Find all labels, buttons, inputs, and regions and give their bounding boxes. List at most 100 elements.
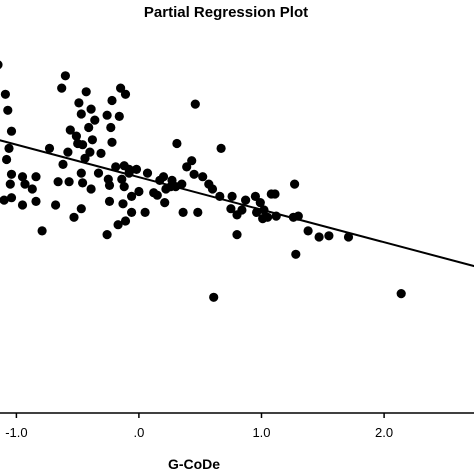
- data-point: [134, 186, 144, 197]
- data-point: [232, 210, 242, 220]
- x-tick-label: .0: [133, 425, 144, 440]
- data-point: [270, 189, 280, 199]
- x-tick-label: -1.0: [5, 425, 27, 440]
- data-point: [102, 230, 112, 240]
- data-point: [113, 220, 123, 230]
- data-point: [190, 99, 200, 109]
- data-point: [198, 172, 208, 182]
- data-point: [27, 184, 37, 194]
- x-tick-label: 1.0: [252, 425, 270, 440]
- data-point: [209, 292, 219, 302]
- data-point: [17, 172, 28, 182]
- data-point: [182, 162, 192, 172]
- x-tick-label: 2.0: [375, 425, 393, 440]
- data-point: [20, 179, 30, 189]
- data-point: [250, 191, 260, 201]
- data-point: [6, 169, 17, 179]
- data-point: [102, 110, 112, 120]
- data-point: [127, 207, 137, 217]
- data-point: [74, 98, 84, 108]
- data-point: [76, 168, 86, 178]
- data-point: [71, 131, 81, 141]
- data-point: [226, 204, 236, 214]
- data-point: [291, 249, 301, 259]
- data-point: [87, 135, 97, 145]
- data-point: [5, 179, 15, 189]
- data-point: [396, 289, 406, 299]
- data-point: [104, 196, 115, 206]
- data-point: [107, 95, 117, 106]
- data-point: [160, 198, 170, 208]
- data-point: [106, 122, 116, 133]
- data-point: [6, 126, 17, 136]
- data-point: [81, 87, 91, 97]
- data-point: [207, 184, 218, 194]
- data-point: [252, 207, 262, 217]
- data-point: [140, 207, 150, 217]
- x-axis-title: G-CoDe: [168, 456, 220, 472]
- data-point: [142, 168, 153, 178]
- data-point: [161, 184, 171, 194]
- data-point: [63, 147, 73, 157]
- data-point: [111, 162, 121, 172]
- regression-line-layer: [0, 139, 474, 268]
- data-point: [57, 83, 67, 93]
- data-point: [120, 216, 131, 226]
- data-point: [158, 172, 169, 182]
- data-point: [324, 231, 334, 241]
- data-point: [44, 143, 55, 153]
- chart-title: Partial Regression Plot: [144, 4, 308, 21]
- data-point: [172, 138, 182, 149]
- data-point: [114, 111, 124, 121]
- data-point: [31, 172, 41, 182]
- data-point: [263, 212, 273, 222]
- data-point: [78, 140, 88, 150]
- data-point: [6, 193, 17, 203]
- data-point: [0, 60, 3, 69]
- data-point: [37, 226, 47, 236]
- data-point: [303, 226, 313, 236]
- data-point: [65, 125, 75, 135]
- data-point: [64, 177, 74, 187]
- data-point: [69, 212, 79, 222]
- data-point: [96, 148, 106, 158]
- data-point: [187, 156, 197, 166]
- x-axis: -1.0 .0 1.0 2.0: [0, 412, 474, 440]
- data-point: [51, 200, 61, 210]
- data-point: [17, 200, 28, 210]
- regression-line: [0, 139, 474, 268]
- data-point: [2, 154, 12, 165]
- data-point: [290, 179, 300, 189]
- data-point: [84, 122, 94, 133]
- data-point: [104, 180, 115, 190]
- data-point: [131, 164, 142, 174]
- data-point: [117, 174, 127, 184]
- data-point: [0, 195, 9, 205]
- data-point: [152, 190, 162, 200]
- data-point: [118, 199, 128, 209]
- data-point: [189, 169, 199, 179]
- data-point: [58, 159, 68, 169]
- data-point: [119, 182, 129, 192]
- data-point: [86, 104, 96, 114]
- data-point: [127, 191, 137, 201]
- data-point: [90, 115, 100, 125]
- data-point: [241, 195, 251, 205]
- data-point: [255, 198, 265, 208]
- data-point: [107, 137, 117, 147]
- data-point: [120, 89, 131, 99]
- data-point: [4, 143, 14, 153]
- data-point: [0, 89, 10, 99]
- data-point: [216, 143, 226, 153]
- data-point: [76, 109, 86, 119]
- data-point: [227, 191, 237, 201]
- data-point: [78, 178, 88, 188]
- data-point: [193, 207, 203, 217]
- data-point: [116, 83, 126, 93]
- data-point: [314, 232, 324, 242]
- data-point: [3, 105, 13, 115]
- data-point: [232, 230, 242, 240]
- data-point: [80, 153, 90, 163]
- data-point: [343, 232, 354, 242]
